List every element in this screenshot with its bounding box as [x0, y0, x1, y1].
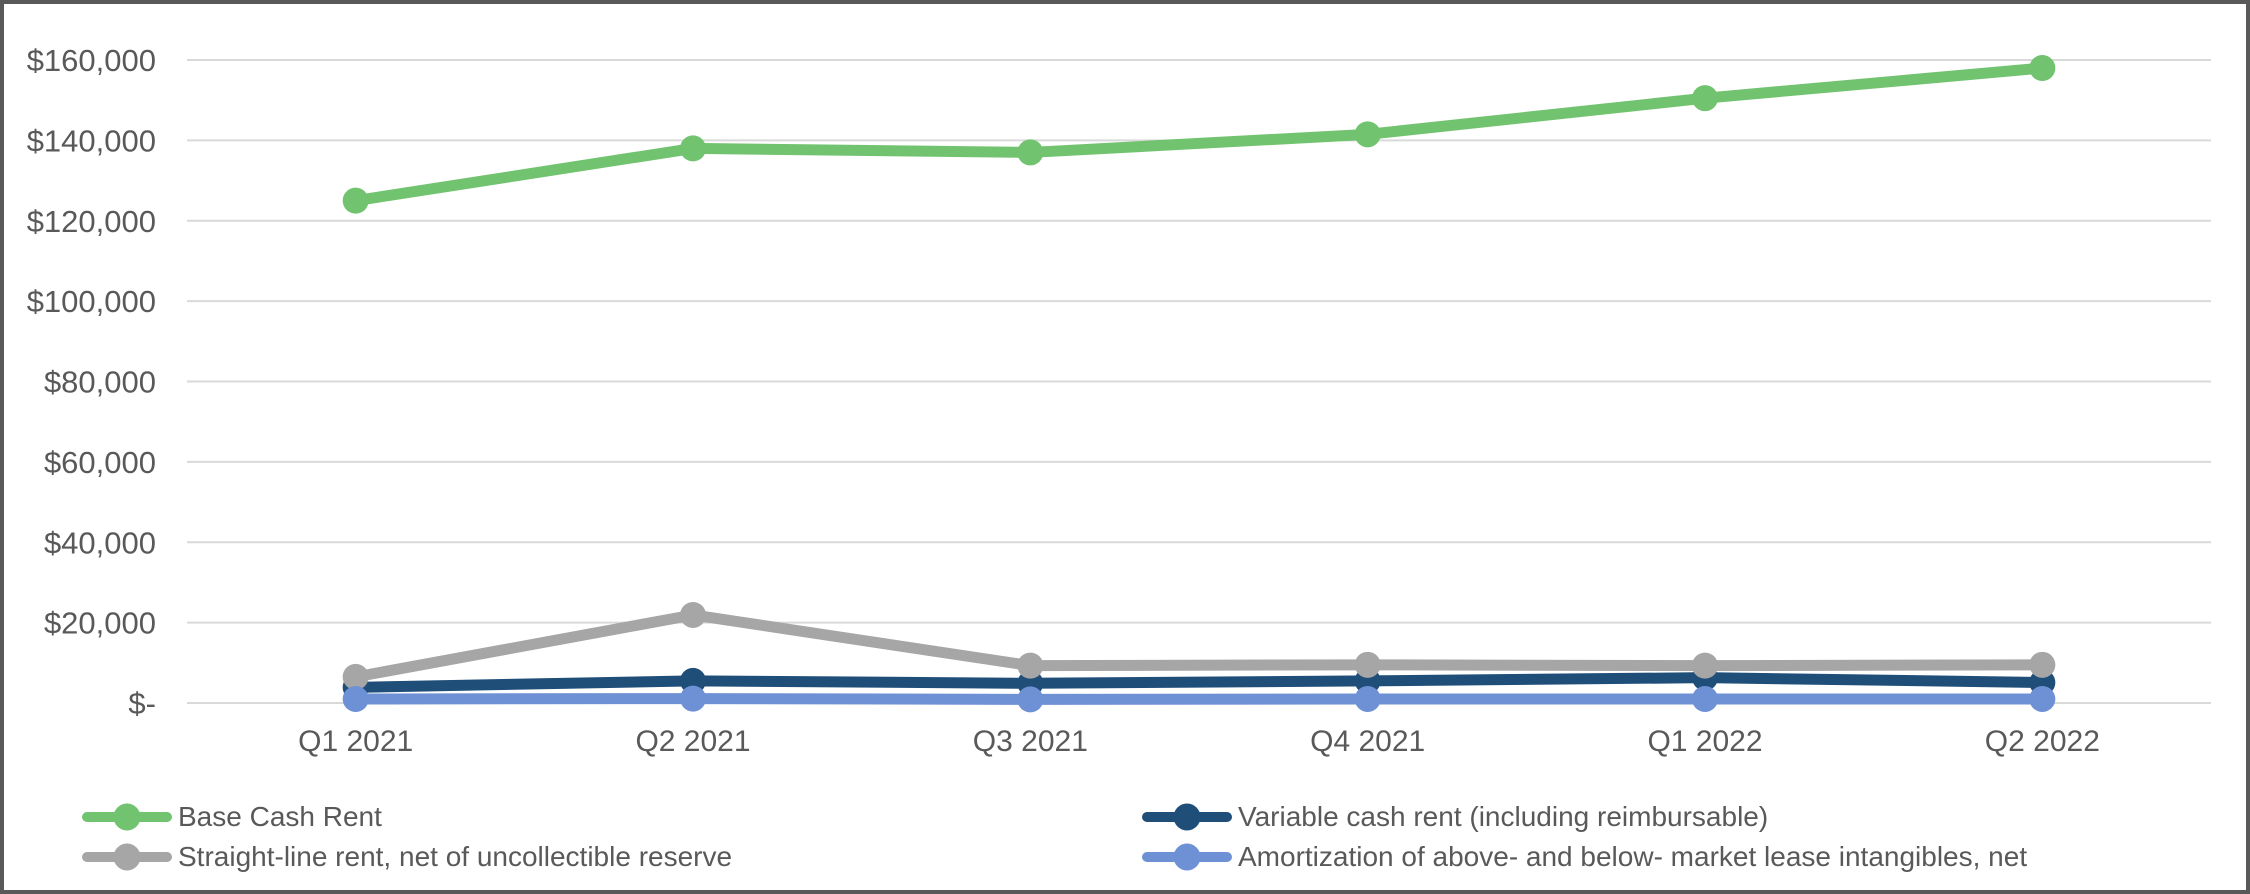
- data-point-base-cash-rent: [342, 187, 369, 214]
- data-point-straight-line-rent-net-of-uncollectible-reserve: [2029, 651, 2056, 678]
- data-point-amortization-of-above-and-below-market-lease-intangibles-net: [1017, 686, 1044, 713]
- x-axis-tick-label: Q2 2022: [1985, 725, 2100, 758]
- x-axis-tick-label: Q2 2021: [635, 725, 750, 758]
- x-axis-tick-label: Q3 2021: [973, 725, 1088, 758]
- series-line-straight-line-rent-net-of-uncollectible-reserve: [350, 609, 2048, 683]
- data-point-straight-line-rent-net-of-uncollectible-reserve: [680, 601, 706, 628]
- series-line-variable-cash-rent-including-reimbursable: [350, 672, 2048, 693]
- data-point-base-cash-rent: [1017, 139, 1044, 166]
- y-axis-tick-label: $120,000: [27, 204, 156, 239]
- legend-label: Base Cash Rent: [178, 801, 382, 832]
- x-axis-tick-label: Q1 2021: [298, 725, 413, 758]
- data-point-base-cash-rent: [1354, 121, 1381, 148]
- y-axis-tick-label: $100,000: [27, 284, 156, 319]
- data-point-amortization-of-above-and-below-market-lease-intangibles-net: [2029, 685, 2056, 712]
- data-point-amortization-of-above-and-below-market-lease-intangibles-net: [1354, 685, 1381, 712]
- data-point-base-cash-rent: [2029, 55, 2056, 82]
- data-point-amortization-of-above-and-below-market-lease-intangibles-net: [680, 685, 706, 712]
- y-axis-tick-label: $80,000: [44, 365, 156, 400]
- legend-label: Variable cash rent (including reimbursab…: [1238, 801, 1769, 832]
- x-axis-tick-label: Q1 2022: [1647, 725, 1762, 758]
- series-line-base-cash-rent: [350, 62, 2048, 207]
- data-point-base-cash-rent: [1692, 85, 1718, 112]
- data-point-straight-line-rent-net-of-uncollectible-reserve: [1354, 651, 1381, 678]
- chart-plot-area: $- $20,000 $40,000 $60,000 $80,000 $100,000 $1…: [27, 43, 2211, 758]
- y-axis-tick-label: $160,000: [27, 43, 156, 78]
- y-axis-tick-label: $140,000: [27, 123, 156, 158]
- y-axis-tick-label: $60,000: [44, 445, 156, 480]
- legend-label: Straight-line rent, net of uncollectible…: [178, 841, 733, 872]
- data-point-straight-line-rent-net-of-uncollectible-reserve: [342, 663, 369, 690]
- legend-marker-line-dot-icon: [82, 852, 172, 862]
- y-axis-tick-label: $20,000: [44, 606, 156, 641]
- data-point-straight-line-rent-net-of-uncollectible-reserve: [1017, 652, 1044, 679]
- legend-marker-line-dot-icon: [82, 812, 172, 822]
- x-axis-tick-label: Q4 2021: [1310, 725, 1425, 758]
- data-point-amortization-of-above-and-below-market-lease-intangibles-net: [1692, 685, 1718, 712]
- legend-item-straight-line-rent: Straight-line rent, net of uncollectible…: [82, 840, 732, 874]
- legend-item-amortization: Amortization of above- and below- market…: [1142, 840, 2027, 874]
- series-line-amortization-of-above-and-below-market-lease-intangibles-net: [350, 693, 2048, 705]
- y-axis-tick-label: $40,000: [44, 525, 156, 560]
- data-point-amortization-of-above-and-below-market-lease-intangibles-net: [342, 685, 369, 712]
- data-point-straight-line-rent-net-of-uncollectible-reserve: [1692, 652, 1718, 679]
- data-point-base-cash-rent: [680, 135, 706, 162]
- legend-item-base-cash-rent: Base Cash Rent: [82, 800, 382, 834]
- legend-marker-line-dot-icon: [1142, 812, 1232, 822]
- legend-label: Amortization of above- and below- market…: [1238, 841, 2028, 872]
- legend-marker-line-dot-icon: [1142, 852, 1232, 862]
- legend-item-variable-cash-rent: Variable cash rent (including reimbursab…: [1142, 800, 1768, 834]
- y-axis-tick-label: $-: [128, 686, 156, 721]
